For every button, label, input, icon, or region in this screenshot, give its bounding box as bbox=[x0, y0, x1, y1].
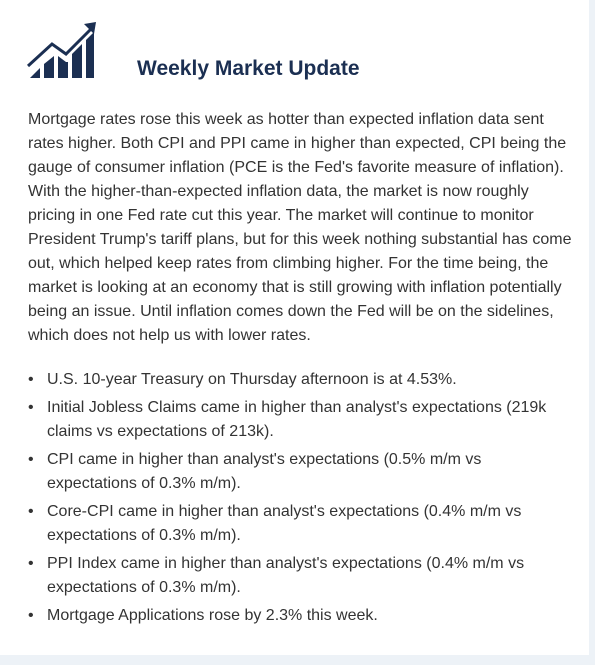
bullet-item: CPI came in higher than analyst's expect… bbox=[28, 448, 558, 496]
title: Weekly Market Update bbox=[137, 57, 360, 80]
chart-icon bbox=[26, 22, 96, 78]
card: Weekly Market Update Mortgage rates rose… bbox=[0, 0, 589, 655]
bullet-item: Core-CPI came in higher than analyst's e… bbox=[28, 500, 558, 548]
bullet-item: Mortgage Applications rose by 2.3% this … bbox=[28, 604, 558, 628]
paragraph: Mortgage rates rose this week as hotter … bbox=[28, 111, 572, 344]
bullet-item: Initial Jobless Claims came in higher th… bbox=[28, 396, 558, 444]
bullet-item: U.S. 10-year Treasury on Thursday aftern… bbox=[28, 368, 558, 392]
bullet-list: U.S. 10-year Treasury on Thursday aftern… bbox=[28, 368, 558, 632]
bullet-item: PPI Index came in higher than analyst's … bbox=[28, 552, 558, 600]
